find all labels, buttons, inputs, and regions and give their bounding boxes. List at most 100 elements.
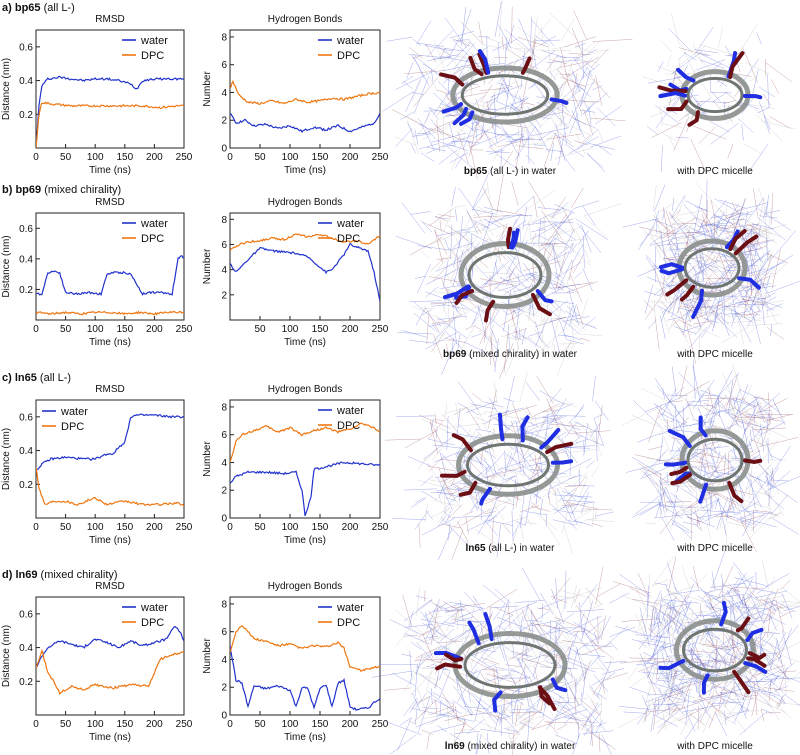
plot-frame	[229, 29, 381, 149]
ensemble-trace	[642, 695, 649, 712]
ensemble-trace	[653, 402, 674, 417]
ensemble-trace	[657, 679, 669, 682]
x-tick-label: 150	[116, 152, 133, 163]
ensemble-trace	[446, 145, 477, 172]
ensemble-trace	[706, 686, 736, 705]
ensemble-trace	[553, 596, 569, 634]
ensemble-trace	[563, 487, 576, 501]
ensemble-trace	[427, 462, 437, 478]
y-tick-label: 6	[221, 60, 227, 71]
ensemble-trace	[745, 310, 760, 317]
y-tick-label: 0	[221, 711, 227, 722]
ensemble-trace	[560, 107, 565, 127]
ensemble-trace	[581, 712, 591, 731]
ensemble-trace	[435, 701, 437, 715]
caption-name: bp65	[463, 166, 488, 177]
ensemble-trace	[640, 387, 672, 404]
ensemble-trace	[511, 219, 527, 231]
ensemble-trace	[664, 403, 673, 417]
ensemble-trace	[714, 498, 719, 510]
ensemble-trace	[641, 448, 668, 478]
ensemble-trace	[651, 122, 682, 138]
ensemble-trace	[658, 479, 673, 506]
ensemble-trace	[642, 652, 657, 660]
series-line-dpc	[230, 79, 380, 106]
ensemble-trace	[570, 243, 578, 254]
ensemble-trace	[728, 278, 737, 318]
ensemble-trace	[488, 397, 508, 430]
ensemble-trace	[426, 315, 429, 345]
ensemble-trace	[563, 334, 582, 341]
ensemble-trace	[432, 316, 457, 343]
ensemble-trace	[661, 597, 678, 607]
ensemble-trace	[753, 314, 780, 320]
ensemble-trace	[661, 430, 672, 456]
ensemble-trace	[765, 303, 783, 312]
ensemble-trace	[648, 405, 662, 443]
ensemble-trace	[651, 227, 684, 244]
ensemble-trace	[458, 187, 480, 217]
ensemble-trace	[464, 706, 489, 710]
side-chain	[452, 106, 469, 126]
ensemble-trace	[580, 92, 608, 117]
ensemble-trace	[512, 465, 523, 495]
ensemble-trace	[549, 630, 574, 656]
ensemble-trace	[414, 129, 419, 145]
ensemble-trace	[779, 610, 794, 618]
backbone-ring-inner	[463, 641, 557, 689]
ensemble-trace	[444, 144, 456, 147]
ensemble-trace	[449, 733, 461, 740]
ensemble-trace	[657, 585, 694, 600]
ensemble-trace	[414, 664, 418, 697]
panel-name: bp65	[14, 2, 41, 14]
ensemble-trace	[710, 594, 721, 599]
ensemble-trace	[585, 587, 603, 606]
ensemble-trace	[704, 627, 725, 663]
ensemble-trace	[523, 669, 530, 707]
ensemble-trace	[529, 619, 562, 627]
ensemble-trace	[757, 208, 792, 231]
ensemble-trace	[674, 404, 678, 438]
caption-right: with DPC micelle	[677, 741, 753, 752]
ensemble-trace	[768, 479, 789, 482]
plot-frame	[35, 29, 185, 149]
ensemble-trace	[748, 294, 763, 313]
ensemble-trace	[491, 258, 498, 282]
ensemble-trace	[440, 284, 465, 289]
ensemble-trace	[506, 137, 531, 143]
ensemble-trace	[573, 253, 585, 274]
ensemble-trace	[578, 421, 600, 448]
ensemble-trace	[401, 75, 414, 84]
ensemble-trace	[698, 510, 734, 519]
ensemble-trace	[499, 0, 503, 38]
ensemble-trace	[509, 304, 519, 341]
ensemble-trace	[530, 469, 567, 475]
ensemble-trace	[570, 430, 611, 434]
ensemble-trace	[432, 609, 465, 612]
side-chain	[657, 85, 688, 94]
ensemble-trace	[716, 292, 741, 304]
caption-rest: (mixed chirality) in water	[464, 741, 576, 752]
ensemble-trace	[777, 705, 792, 720]
ensemble-trace	[528, 705, 554, 721]
ensemble-trace	[537, 207, 561, 211]
ensemble-trace	[580, 724, 595, 727]
ensemble-trace	[397, 717, 412, 752]
ensemble-trace	[533, 16, 538, 44]
ensemble-trace	[495, 632, 505, 661]
ensemble-trace	[510, 456, 532, 482]
ensemble-trace	[581, 134, 591, 144]
ensemble-trace	[669, 620, 675, 637]
ensemble-trace	[603, 661, 628, 663]
ensemble-trace	[494, 381, 498, 404]
x-tick-label: 50	[254, 324, 266, 335]
ensemble-trace	[678, 372, 704, 398]
ensemble-trace	[501, 705, 535, 725]
ensemble-trace	[665, 592, 678, 624]
ensemble-trace	[655, 705, 689, 726]
ensemble-trace	[535, 244, 571, 248]
ensemble-trace	[502, 84, 509, 98]
ensemble-trace	[652, 185, 657, 212]
ensemble-trace	[690, 499, 718, 515]
